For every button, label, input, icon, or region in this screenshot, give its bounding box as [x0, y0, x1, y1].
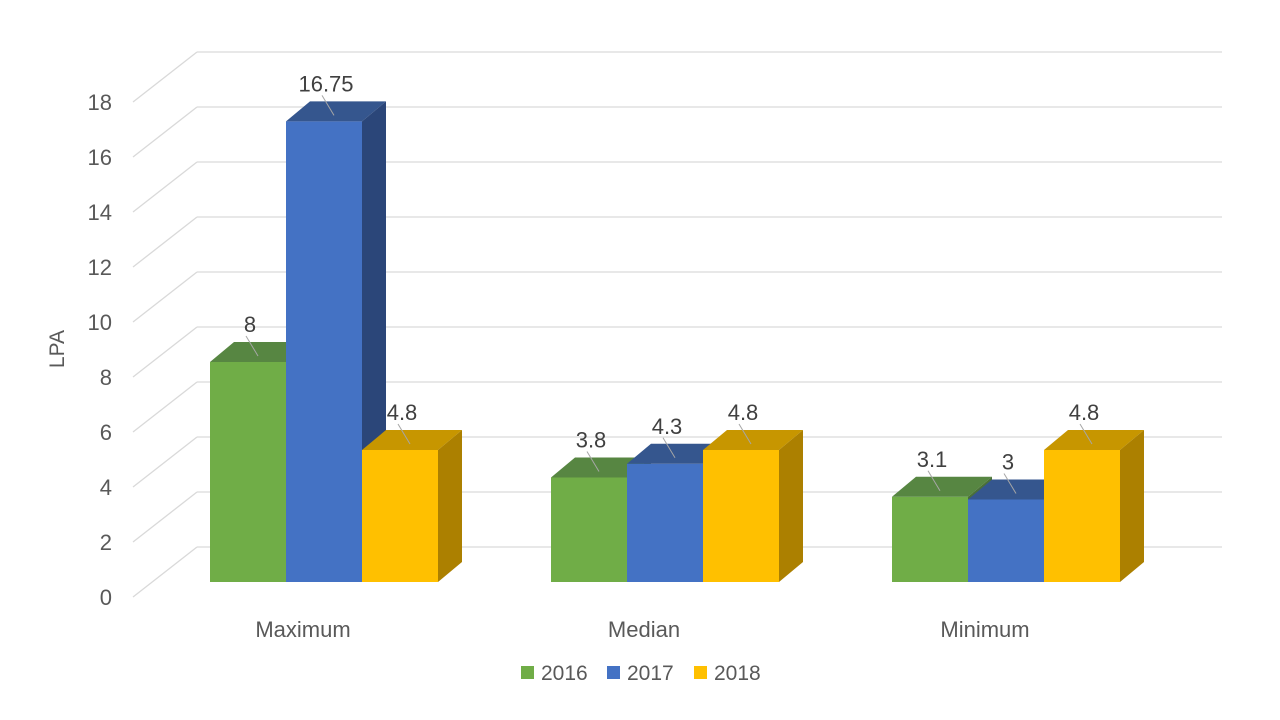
y-axis-tick-labels-group: 0 2 4 6 8 10 12 14 16 18 [88, 90, 112, 610]
bar-face-top [1044, 430, 1144, 450]
data-label-leader [1079, 423, 1093, 445]
bar-face-front [286, 121, 362, 582]
bar-face-front [210, 362, 286, 582]
y-axis-tick-label: 8 [100, 365, 112, 390]
bar-face-front [968, 499, 1044, 582]
legend-swatch [521, 666, 534, 679]
legend-label: 2017 [627, 662, 674, 685]
y-axis-tick-label: 6 [100, 420, 112, 445]
bar-face-top [210, 342, 310, 362]
y-axis-tick-label: 10 [88, 310, 112, 335]
y-axis-tick-label: 18 [88, 90, 112, 115]
data-label: 16.75 [298, 71, 353, 96]
legend-label: 2016 [541, 662, 588, 685]
data-label: 3.8 [576, 428, 607, 453]
legend-item-2017: 2017 [607, 662, 674, 685]
data-label: 3.1 [917, 447, 948, 472]
y-axis-tick-label: 16 [88, 145, 112, 170]
data-label-leader [321, 95, 335, 116]
data-label: 3 [1002, 450, 1014, 475]
category-label: Median [608, 617, 680, 642]
category-label: Maximum [255, 617, 350, 642]
gridline-depth [132, 491, 198, 543]
bar-face-top [362, 430, 462, 450]
y-axis-tick-label: 12 [88, 255, 112, 280]
bar-face-front [1044, 450, 1120, 582]
category-label: Minimum [940, 617, 1029, 642]
data-label-leader [586, 451, 600, 472]
bar-face-front [362, 450, 438, 582]
bar-face-top [892, 476, 992, 497]
y-axis-tick-label: 2 [100, 530, 112, 555]
bar-face-side [1120, 430, 1144, 582]
bar-face-front [703, 450, 779, 582]
y-axis-tick-label: 0 [100, 585, 112, 610]
bars-group [210, 101, 1144, 582]
gridline-depth [132, 51, 198, 103]
bar-face-top [703, 430, 803, 450]
bar-face-front [892, 496, 968, 582]
data-label: 4.8 [387, 400, 418, 425]
legend-swatch [694, 666, 707, 679]
y-axis-tick-label: 14 [88, 200, 112, 225]
data-label: 4.8 [728, 400, 759, 425]
bar-face-top [627, 443, 727, 464]
legend-label: 2018 [714, 662, 761, 685]
data-label: 4.8 [1069, 400, 1100, 425]
bar-face-top [968, 479, 1068, 500]
bar-face-front [551, 477, 627, 582]
data-label-leader [662, 437, 676, 459]
y-axis-tick-label: 4 [100, 475, 112, 500]
gridline-depth [132, 271, 198, 323]
gridline-depth [132, 216, 198, 268]
bar-face-top [551, 457, 651, 478]
data-labels-group: 8 16.75 4.8 3.8 4.3 4.8 3.1 3 4.8 [244, 71, 1100, 494]
gridline-depth [132, 436, 198, 488]
category-labels-group: Maximum Median Minimum [255, 617, 1029, 642]
data-label: 4.3 [652, 414, 683, 439]
bar-face-side [779, 430, 803, 582]
data-label-leader [927, 470, 941, 492]
legend-item-2018: 2018 [694, 662, 761, 685]
data-label-leader [1003, 473, 1017, 494]
data-label-leader [397, 423, 411, 445]
y-axis-title: LPA [46, 330, 69, 368]
data-label-leader [245, 335, 259, 357]
bar-2018-minimum [1044, 430, 1144, 582]
gridline-depth [132, 326, 198, 378]
bar-2018-median [703, 430, 803, 582]
legend-item-2016: 2016 [521, 662, 588, 685]
bar-face-front [627, 463, 703, 582]
legend: 2016 2017 2018 [521, 662, 761, 685]
bar-face-top [286, 101, 386, 122]
data-label: 8 [244, 312, 256, 337]
data-label-leader [738, 423, 752, 445]
gridline-depth [132, 381, 198, 433]
gridline-depth [132, 161, 198, 213]
gridline-depth [132, 106, 198, 158]
gridline-depth [132, 546, 198, 598]
legend-swatch [607, 666, 620, 679]
bar-2018-maximum [362, 430, 462, 582]
bar-face-side [438, 430, 462, 582]
